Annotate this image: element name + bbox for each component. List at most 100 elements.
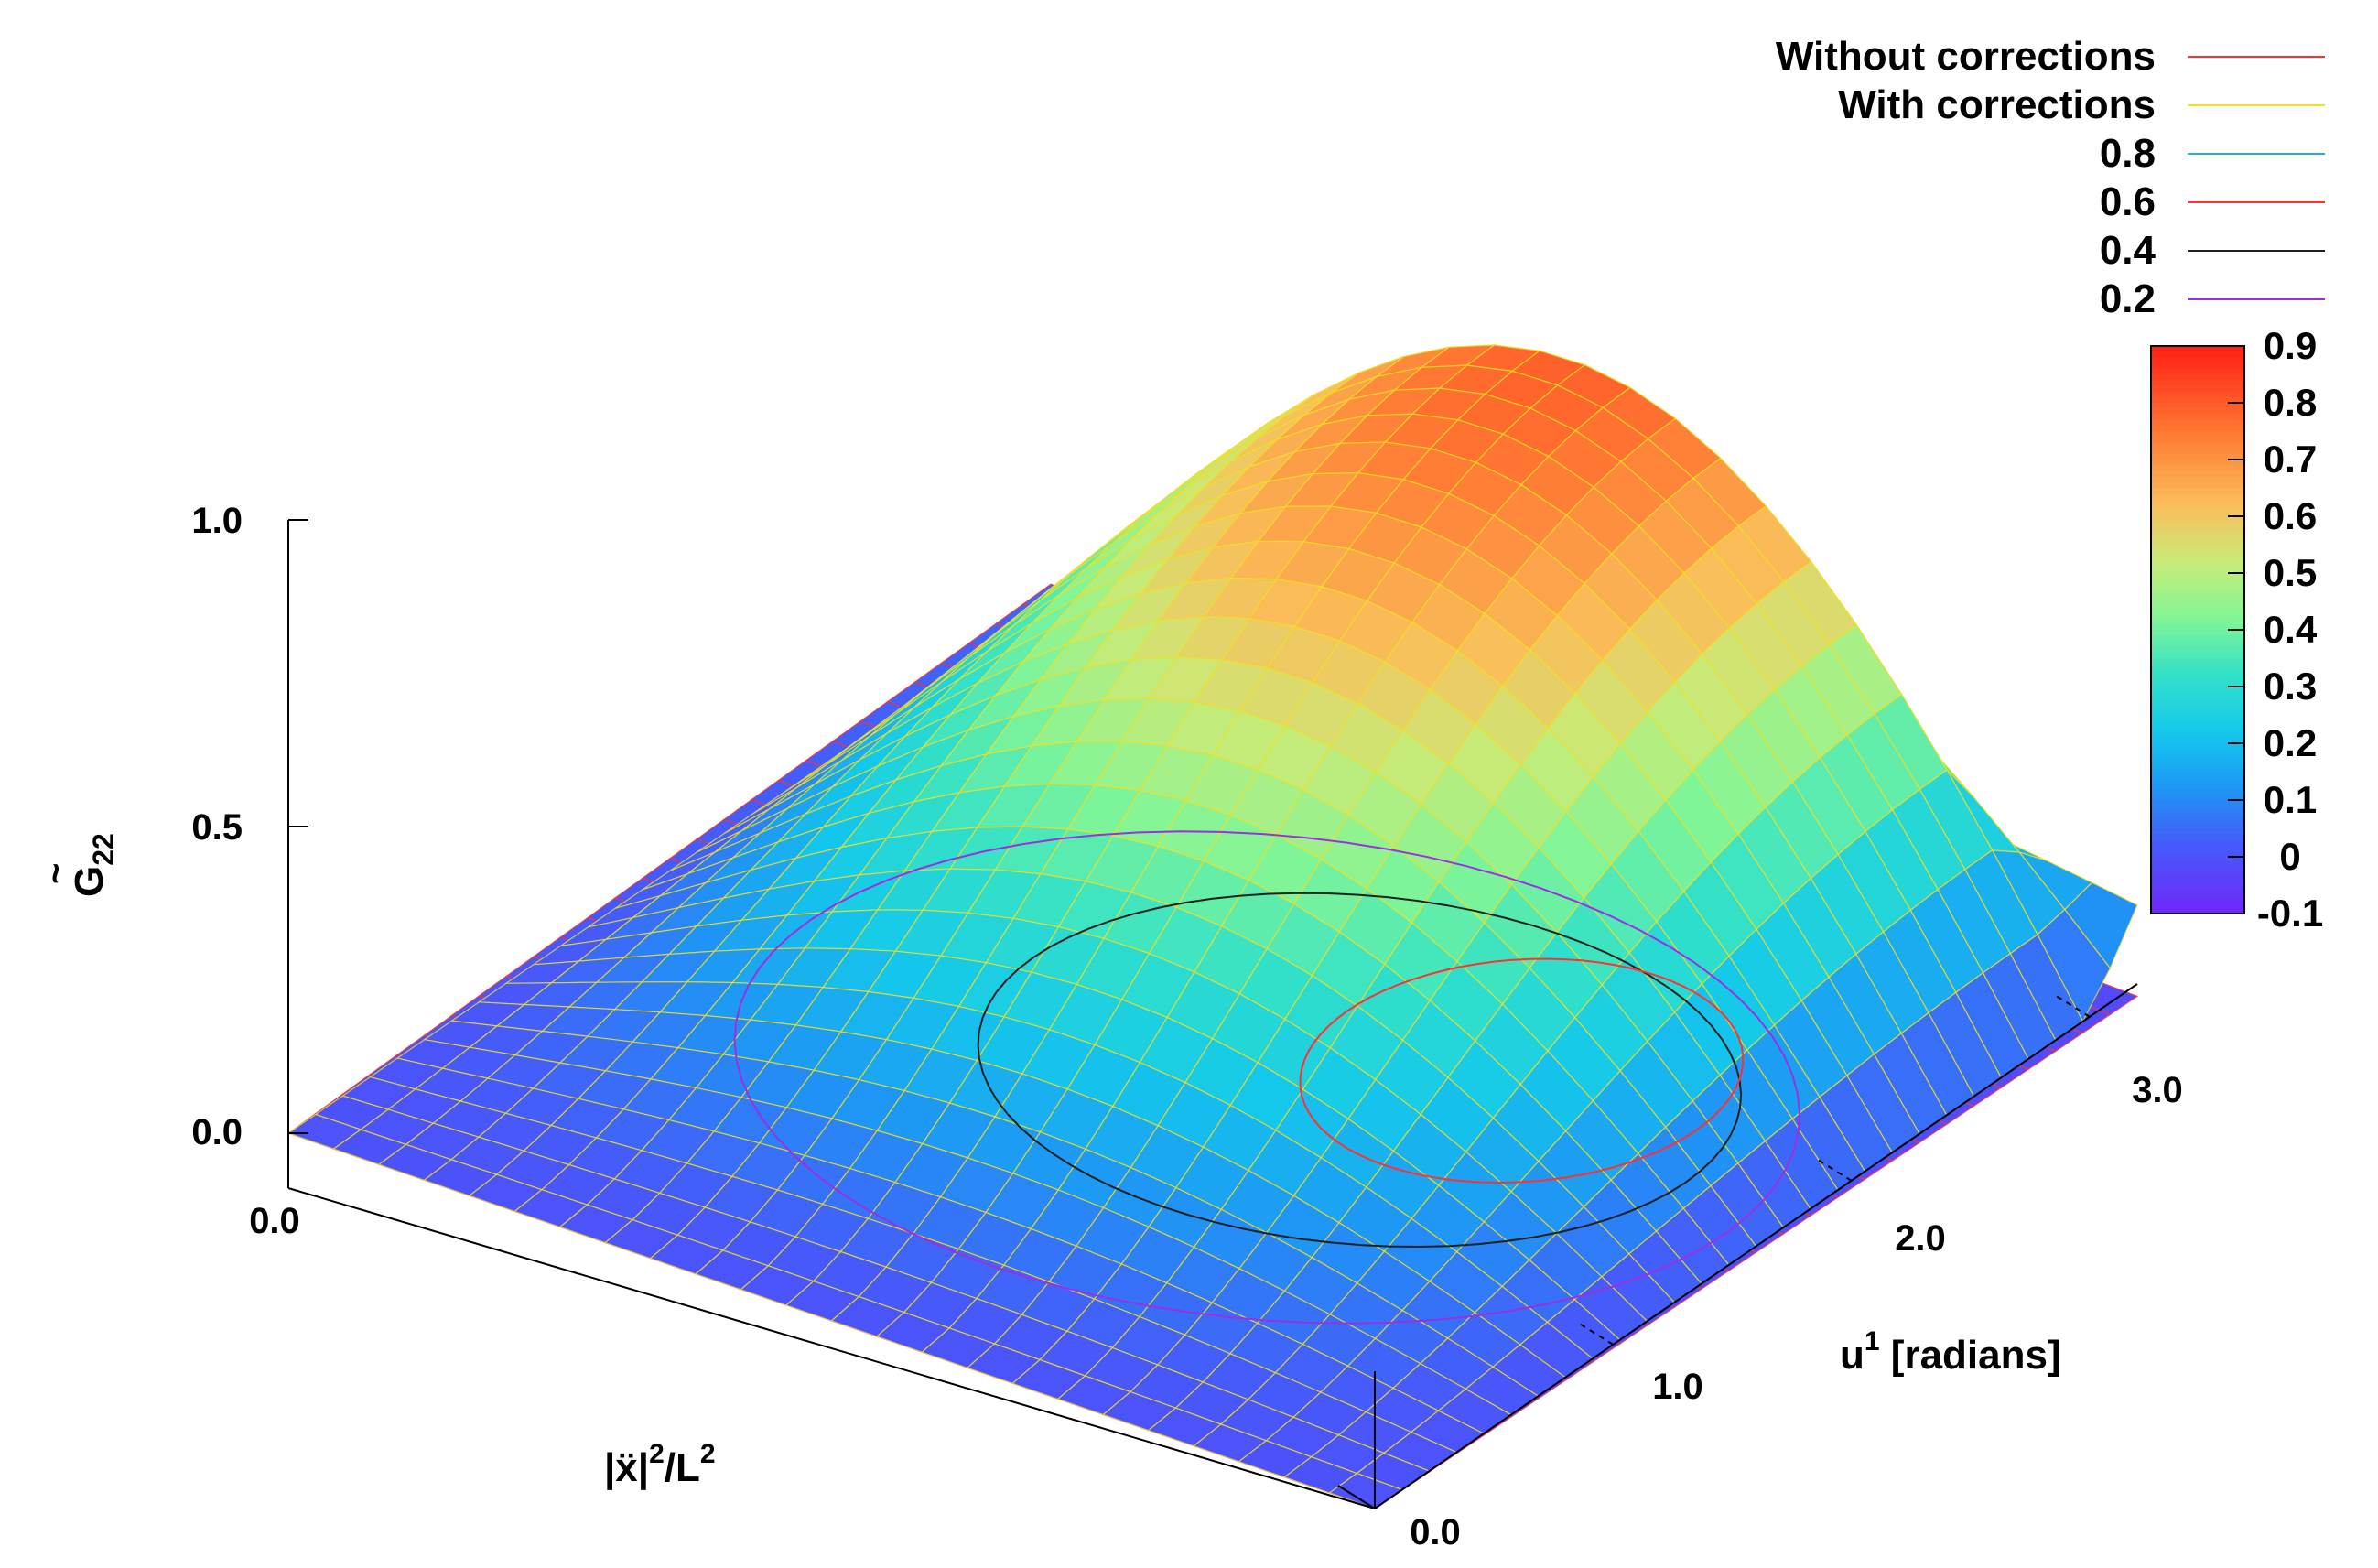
colorbar-step (2151, 589, 2244, 597)
colorbar-step (2151, 573, 2244, 580)
colorbar-step (2151, 794, 2244, 801)
colorbar-step (2151, 607, 2244, 614)
colorbar-step (2151, 419, 2244, 427)
colorbar-step (2151, 857, 2244, 864)
colorbar-step (2151, 800, 2244, 807)
contour-line (733, 830, 1801, 1325)
z-axis-title-main: G (67, 866, 112, 897)
legend-label: 0.6 (2100, 179, 2156, 224)
y-tick-label: 3.0 (2132, 1070, 2183, 1110)
colorbar-step (2151, 425, 2244, 432)
z-axis-title-sub: 22 (87, 833, 120, 866)
colorbar-tick-label: 0.9 (2264, 324, 2317, 367)
colorbar-tick-label: 0.8 (2264, 381, 2317, 424)
colorbar-step (2151, 612, 2244, 620)
y-tick-label: 1.0 (1652, 1367, 1703, 1407)
colorbar-step (2151, 822, 2244, 829)
legend-label: With corrections (1838, 82, 2156, 127)
colorbar-step (2151, 618, 2244, 625)
u-tick (1814, 1157, 1853, 1182)
colorbar-step (2151, 811, 2244, 818)
colorbar-step (2151, 488, 2244, 495)
colorbar-step (2151, 396, 2244, 404)
svg-text:G22: G22 (67, 833, 120, 897)
colorbar-step (2151, 346, 2244, 353)
colorbar-step (2151, 635, 2244, 643)
colorbar-step (2151, 891, 2244, 898)
colorbar-step (2151, 460, 2244, 467)
colorbar-step (2151, 385, 2244, 393)
colorbar-step (2151, 828, 2244, 836)
colorbar-step (2151, 442, 2244, 449)
z-tick-label: 0.0 (191, 1112, 243, 1152)
colorbar-tick-label: 0 (2279, 835, 2300, 878)
colorbar-step (2151, 907, 2244, 914)
colorbar-tick-label: 0.7 (2264, 438, 2317, 481)
z-axis-title-tilde: ~ (36, 863, 76, 884)
colorbar-step (2151, 669, 2244, 676)
colorbar-step (2151, 431, 2244, 438)
colorbar-step (2151, 481, 2244, 489)
colorbar-step (2151, 749, 2244, 756)
colorbar-step (2151, 368, 2244, 375)
colorbar-step (2151, 834, 2244, 841)
colorbar-step (2151, 687, 2244, 694)
colorbar-step (2151, 550, 2244, 557)
colorbar: 0.9 0.8 0.7 0.6 0.5 0.4 0.3 0.2 0.1 0 -0.1 (2150, 324, 2323, 935)
colorbar-step (2151, 561, 2244, 568)
colorbar-step (2151, 510, 2244, 517)
colorbar-step (2151, 493, 2244, 501)
colorbar-step (2151, 868, 2244, 875)
legend-label: 0.2 (2100, 276, 2156, 321)
colorbar-step (2151, 567, 2244, 574)
surface-layer (286, 344, 2139, 1509)
colorbar-step (2151, 806, 2244, 813)
colorbar-step (2151, 391, 2244, 398)
colorbar-step (2151, 408, 2244, 416)
contour-line (977, 892, 1743, 1249)
colorbar-step (2151, 641, 2244, 648)
colorbar-step (2151, 351, 2244, 359)
colorbar-step (2151, 816, 2244, 824)
colorbar-step (2151, 879, 2244, 886)
colorbar-tick-label: 0.6 (2264, 494, 2317, 537)
colorbar-tick-label: 0.5 (2264, 551, 2317, 594)
colorbar-step (2151, 448, 2244, 455)
colorbar-step (2151, 708, 2244, 716)
colorbar-step (2151, 703, 2244, 710)
colorbar-tick-label: 0.1 (2264, 778, 2317, 821)
colorbar-step (2151, 595, 2244, 602)
x-axis-line (287, 1187, 1376, 1509)
colorbar-step (2151, 470, 2244, 478)
colorbar-step (2151, 380, 2244, 387)
colorbar-tick-label: 0.4 (2264, 608, 2318, 651)
colorbar-step (2151, 538, 2244, 546)
colorbar-step (2151, 623, 2244, 631)
legend-label: 0.4 (2100, 228, 2156, 273)
colorbar-tick-label: 0.2 (2264, 721, 2317, 764)
contour-line (1299, 957, 1745, 1184)
colorbar-step (2151, 726, 2244, 733)
colorbar-step (2151, 658, 2244, 665)
colorbar-step (2151, 772, 2244, 779)
y-axis-title: u1 [radians] (1840, 1326, 2061, 1378)
legend-label: 0.8 (2100, 131, 2156, 176)
u-tick (2052, 992, 2091, 1018)
colorbar-step (2151, 754, 2244, 762)
x-tick-label: 0.0 (249, 1201, 300, 1241)
colorbar-step (2151, 437, 2244, 444)
z-tick-label: 1.0 (191, 501, 243, 541)
colorbar-step (2151, 357, 2244, 364)
colorbar-step (2151, 760, 2244, 767)
colorbar-step (2151, 579, 2244, 586)
colorbar-step (2151, 715, 2244, 722)
surface-with-corrections (286, 344, 2138, 1509)
colorbar-step (2151, 680, 2244, 687)
colorbar-step (2151, 862, 2244, 870)
colorbar-step (2151, 850, 2244, 858)
colorbar-step (2151, 873, 2244, 881)
axes-layer (287, 519, 2138, 1509)
colorbar-step (2151, 777, 2244, 784)
